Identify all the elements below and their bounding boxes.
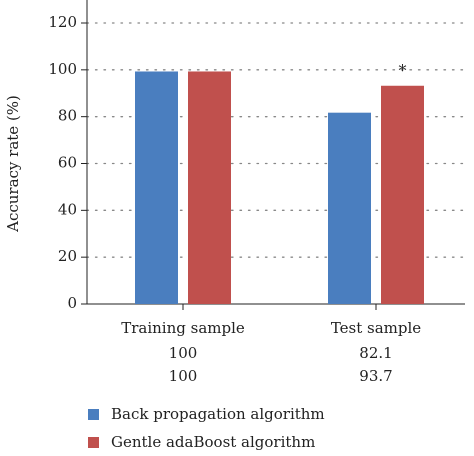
x-tick-label-1: Test sample [331, 319, 421, 337]
table-cell-r1-c1: 93.7 [359, 367, 392, 385]
bars [135, 71, 424, 310]
bar-chart: 0 20 40 60 80 100 120 Accuracy rate (%) Traini… [4, 0, 466, 385]
legend-item-gab: Gentle adaBoost algorithm [88, 428, 325, 456]
legend-item-bp: Back propagation algorithm [88, 400, 325, 428]
y-tick-label-120: 120 [48, 13, 77, 31]
legend-label-bp: Back propagation algorithm [111, 405, 325, 423]
bar-bp-test [328, 112, 371, 304]
y-tick-label-40: 40 [58, 200, 77, 218]
y-tick-label-20: 20 [58, 247, 77, 265]
table-cell-r0-c1: 82.1 [359, 344, 392, 362]
value-table: 100 82.1 100 93.7 [169, 344, 393, 385]
legend-swatch-gab [88, 436, 99, 448]
bar-bp-training [135, 71, 178, 304]
significance-marker-0: * [399, 61, 407, 80]
legend-label-gab: Gentle adaBoost algorithm [111, 433, 316, 451]
bar-gab-training [188, 71, 231, 304]
y-tick-label-0: 0 [67, 294, 77, 312]
bar-gab-test [381, 85, 424, 304]
table-cell-r0-c0: 100 [169, 344, 198, 362]
y-axis-label: Accuracy rate (%) [4, 95, 22, 233]
y-tick-label-60: 60 [58, 154, 77, 172]
table-cell-r1-c0: 100 [169, 367, 198, 385]
legend-swatch-bp [88, 408, 99, 420]
x-axis-category-labels: Training sample Test sample [121, 319, 421, 337]
legend: Back propagation algorithm Gentle adaBoo… [88, 400, 325, 456]
y-tick-label-80: 80 [58, 107, 77, 125]
y-tick-label-100: 100 [48, 60, 77, 78]
y-axis-ticks: 0 20 40 60 80 100 120 [48, 13, 87, 312]
annotations: * [399, 61, 407, 80]
x-tick-label-0: Training sample [121, 319, 245, 337]
